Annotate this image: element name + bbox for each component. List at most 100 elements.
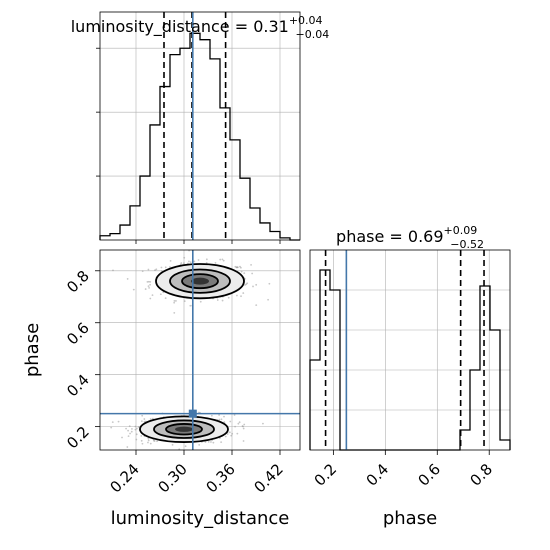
- 2d-sample-point: [223, 415, 225, 418]
- 2d-sample-point: [117, 420, 120, 423]
- 2d-sample-point: [134, 428, 137, 431]
- 2d-sample-point: [207, 440, 210, 443]
- 2d-sample-point: [242, 292, 245, 294]
- 2d-sample-point: [239, 265, 241, 268]
- 2d-sample-point: [222, 259, 225, 262]
- 2d-sample-point: [126, 446, 129, 448]
- 2d-sample-point: [220, 441, 223, 444]
- 2d-sample-point: [140, 435, 143, 437]
- 2d-x-tick-label: 0.24: [106, 460, 142, 496]
- 2d-sample-point: [155, 268, 158, 271]
- phase-title-minus: −0.52: [450, 238, 484, 251]
- 2d-sample-point: [126, 278, 129, 280]
- 2d-sample-point: [156, 440, 158, 443]
- 2d-sample-point: [255, 304, 258, 307]
- 2d-sample-point: [183, 300, 186, 303]
- 2d-sample-point: [143, 418, 146, 420]
- 2d-sample-point: [212, 441, 215, 444]
- luminosity-distance-marginal-panel: luminosity_distance = 0.31+0.04 −0.04: [71, 11, 330, 244]
- 2d-sample-point: [149, 418, 152, 420]
- 2d-sample-point: [169, 259, 172, 262]
- 2d-sample-point: [112, 269, 114, 272]
- luminosity-distance-title-param: luminosity_distance: [71, 17, 230, 37]
- 2d-sample-point: [121, 436, 123, 439]
- 2d-sample-point: [267, 298, 269, 301]
- 2d-x-ticks: 0.24 0.30 0.36 0.42: [106, 450, 287, 496]
- 2d-sample-point: [129, 432, 131, 435]
- 2d-sample-point: [240, 270, 243, 273]
- y-axis-label-phase: phase: [22, 323, 43, 377]
- 2d-sample-point: [135, 427, 138, 430]
- 2d-sample-point: [180, 262, 183, 264]
- 2d-sample-point: [218, 414, 221, 416]
- 2d-sample-point: [149, 297, 152, 300]
- phase-title-param: phase: [336, 227, 384, 246]
- 2d-sample-point: [236, 294, 238, 297]
- 2d-x-tick-label: 0.36: [202, 460, 238, 496]
- x-axis-label-luminosity-distance: luminosity_distance: [111, 508, 290, 529]
- right-x-tick-label: 0.4: [363, 460, 393, 490]
- 2d-sample-point: [134, 425, 137, 428]
- right-x-tick-label: 0.8: [466, 460, 496, 490]
- 2d-sample-point: [111, 421, 114, 424]
- 2d-sample-point: [128, 425, 131, 428]
- 2d-sample-point: [141, 442, 144, 445]
- 2d-sample-point: [164, 266, 167, 269]
- 2d-sample-point: [175, 300, 177, 302]
- right-x-tick-label: 0.2: [311, 460, 341, 490]
- 2d-sample-point: [189, 261, 192, 264]
- 2d-sample-point: [189, 304, 192, 307]
- 2d-sample-point: [268, 282, 271, 285]
- 2d-sample-point: [193, 260, 196, 263]
- 2d-sample-point: [140, 420, 143, 423]
- 2d-sample-point: [229, 420, 232, 423]
- 2d-sample-point: [236, 432, 239, 435]
- 2d-sample-point: [251, 272, 254, 275]
- luminosity-distance-title: luminosity_distance = 0.31+0.04 −0.04: [71, 14, 330, 41]
- phase-histogram: [309, 269, 511, 451]
- phase-title: phase = 0.69+0.09 −0.52: [336, 224, 484, 251]
- 2d-sample-point: [183, 256, 186, 259]
- 2d-sample-point: [147, 268, 150, 271]
- 2d-contour-level: [191, 277, 209, 285]
- top-panel-grid: [100, 12, 300, 240]
- 2d-sample-point: [214, 262, 217, 264]
- 2d-sample-point: [151, 417, 154, 420]
- 2d-sample-point: [204, 441, 207, 443]
- 2d-sample-point: [243, 423, 246, 426]
- right-panel-grid: [310, 250, 510, 450]
- 2d-sample-point: [184, 445, 187, 448]
- luminosity-distance-title-minus: −0.04: [296, 28, 330, 41]
- 2d-sample-point: [231, 432, 234, 435]
- right-x-ticks: 0.2 0.4 0.6 0.8: [311, 450, 496, 490]
- 2d-sample-point: [137, 426, 140, 428]
- luminosity-distance-title-value: 0.31: [253, 17, 289, 36]
- phase-title-plus: +0.09: [444, 224, 478, 237]
- phase-title-value: 0.69: [408, 227, 444, 246]
- 2d-sample-point: [147, 439, 150, 442]
- 2d-sample-point: [159, 293, 162, 296]
- 2d-sample-point: [240, 295, 242, 298]
- 2d-sample-point: [188, 260, 190, 263]
- 2d-sample-point: [237, 422, 240, 425]
- 2d-sample-point: [262, 422, 264, 425]
- 2d-sample-point: [146, 281, 149, 283]
- luminosity-distance-title-plus: +0.04: [289, 14, 323, 27]
- 2d-sample-point: [173, 300, 176, 302]
- 2d-y-ticks: 0.2 0.4 0.6 0.8: [63, 267, 100, 452]
- 2d-y-tick-label: 0.4: [63, 371, 93, 401]
- top-panel-frame: [99, 11, 301, 241]
- 2d-x-tick-label: 0.42: [250, 460, 286, 496]
- 2d-sample-point: [242, 425, 244, 428]
- 2d-sample-point: [250, 263, 252, 266]
- 2d-sample-point: [227, 296, 230, 299]
- 2d-sample-point: [131, 428, 133, 430]
- 2d-y-tick-label: 0.8: [63, 267, 93, 297]
- 2d-sample-point: [127, 435, 130, 438]
- top-panel-ticks: [96, 47, 281, 244]
- 2d-sample-point: [234, 265, 237, 268]
- 2d-sample-point: [216, 299, 219, 301]
- 2d-sample-point: [221, 299, 224, 302]
- 2d-sample-point: [171, 443, 174, 446]
